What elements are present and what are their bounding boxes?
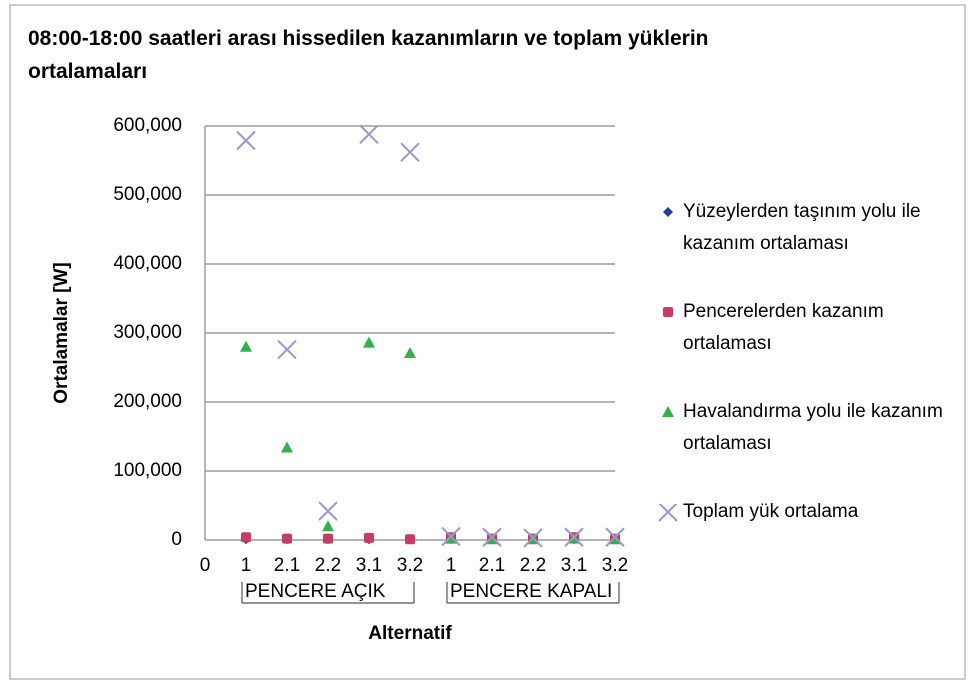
point	[364, 532, 374, 543]
group-label: PENCERE KAPALI	[450, 581, 612, 602]
x-tick-label: 2.2	[315, 555, 341, 576]
y-tick-label: 200,000	[113, 391, 182, 412]
y-axis-title: Ortalamalar [W]	[51, 262, 72, 403]
point	[605, 527, 625, 547]
point	[236, 130, 256, 151]
frame	[9, 4, 966, 680]
point	[363, 336, 375, 348]
x-tick-label: 1	[241, 555, 252, 576]
chart-title: 08:00-18:00 saatleri arası hissedilen ka…	[28, 27, 709, 83]
x-tick-label: 2.1	[274, 555, 300, 576]
point	[404, 347, 416, 359]
group-bracket	[446, 582, 620, 604]
point	[240, 340, 252, 352]
point	[322, 520, 334, 532]
y-tick-label: 600,000	[113, 115, 182, 136]
point	[359, 124, 379, 144]
legend-item: Pencerelerden kazanım ortalaması	[658, 296, 953, 360]
legend-item: Havalandırma yolu ile kazanım ortalaması	[658, 396, 953, 460]
group-label: PENCERE AÇIK	[245, 581, 386, 602]
legend-item: Yüzeylerden taşınım yolu ile kazanım ort…	[658, 196, 953, 260]
x-axis-title: Alternatif	[368, 623, 452, 644]
point	[281, 441, 293, 453]
point	[282, 533, 292, 544]
point	[405, 534, 415, 545]
y-tick-label: 400,000	[113, 253, 182, 274]
group-bracket	[241, 582, 415, 604]
point	[318, 501, 338, 521]
point	[482, 527, 502, 547]
legend-label: Havalandırma yolu ile kazanım ortalaması	[683, 401, 943, 454]
legend-marker	[662, 406, 674, 417]
legend-marker	[658, 504, 678, 522]
x-tick-label: 3.2	[397, 555, 423, 576]
x-tick-label: 3.1	[356, 555, 382, 576]
y-tick-label: 300,000	[113, 322, 182, 343]
point	[441, 526, 461, 547]
point	[663, 207, 673, 217]
x-tick-label: 2.2	[520, 555, 546, 576]
legend-label: Yüzeylerden taşınım yolu ile kazanım ort…	[683, 201, 921, 254]
point	[241, 532, 251, 543]
y-tick-label: 100,000	[113, 460, 182, 481]
x-tick-label: 2.1	[479, 555, 505, 576]
point	[663, 307, 673, 317]
point	[400, 142, 420, 162]
y-tick-label: 500,000	[113, 184, 182, 205]
legend-label: Pencerelerden kazanım ortalaması	[683, 301, 884, 354]
point	[323, 533, 333, 544]
point	[523, 528, 543, 548]
legend: Yüzeylerden taşınım yolu ile kazanım ort…	[658, 196, 958, 564]
legend-item: Toplam yük ortalama	[658, 496, 953, 528]
x-tick-label: 3.1	[561, 555, 587, 576]
legend-label: Toplam yük ortalama	[683, 501, 859, 522]
legend-marker	[663, 307, 673, 317]
y-tick-label: 0	[171, 529, 182, 550]
point	[564, 527, 584, 547]
x-tick-label: 3.2	[602, 555, 628, 576]
point	[658, 504, 678, 522]
x-tick-label: 1	[446, 555, 457, 576]
point	[662, 406, 674, 417]
x-origin-label: 0	[200, 555, 211, 576]
point	[277, 339, 297, 360]
legend-marker	[663, 207, 673, 217]
